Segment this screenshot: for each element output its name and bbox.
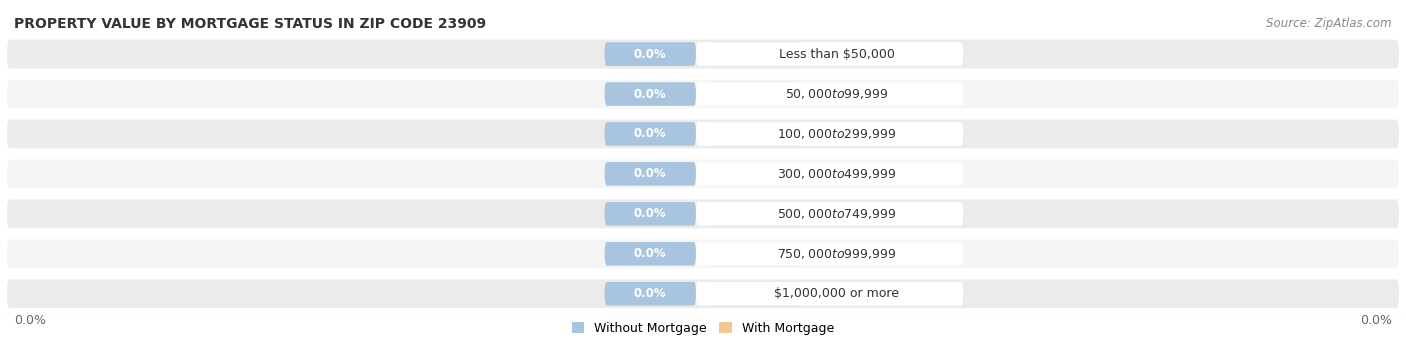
Text: 0.0%: 0.0% (634, 287, 666, 300)
FancyBboxPatch shape (7, 80, 1399, 108)
Text: 0.0%: 0.0% (634, 207, 666, 220)
FancyBboxPatch shape (710, 282, 801, 306)
Text: $1,000,000 or more: $1,000,000 or more (775, 287, 898, 300)
Text: PROPERTY VALUE BY MORTGAGE STATUS IN ZIP CODE 23909: PROPERTY VALUE BY MORTGAGE STATUS IN ZIP… (14, 17, 486, 31)
FancyBboxPatch shape (710, 82, 801, 106)
Text: $300,000 to $499,999: $300,000 to $499,999 (778, 167, 896, 181)
Text: 0.0%: 0.0% (634, 247, 666, 260)
Text: Less than $50,000: Less than $50,000 (779, 48, 894, 61)
FancyBboxPatch shape (7, 120, 1399, 148)
FancyBboxPatch shape (605, 162, 696, 186)
Text: $50,000 to $99,999: $50,000 to $99,999 (785, 87, 889, 101)
FancyBboxPatch shape (605, 282, 696, 306)
Text: 0.0%: 0.0% (740, 207, 772, 220)
FancyBboxPatch shape (710, 202, 801, 226)
FancyBboxPatch shape (696, 162, 963, 186)
FancyBboxPatch shape (696, 242, 963, 266)
FancyBboxPatch shape (710, 242, 801, 266)
Text: 0.0%: 0.0% (740, 247, 772, 260)
Legend: Without Mortgage, With Mortgage: Without Mortgage, With Mortgage (572, 322, 834, 335)
Text: 0.0%: 0.0% (634, 167, 666, 180)
Text: 0.0%: 0.0% (1360, 314, 1392, 327)
FancyBboxPatch shape (7, 199, 1399, 228)
FancyBboxPatch shape (7, 279, 1399, 308)
FancyBboxPatch shape (605, 242, 696, 266)
Text: 0.0%: 0.0% (740, 167, 772, 180)
Text: $750,000 to $999,999: $750,000 to $999,999 (778, 247, 896, 261)
Text: 0.0%: 0.0% (740, 48, 772, 61)
FancyBboxPatch shape (605, 42, 696, 66)
Text: $500,000 to $749,999: $500,000 to $749,999 (778, 207, 896, 221)
FancyBboxPatch shape (605, 122, 696, 146)
FancyBboxPatch shape (710, 42, 801, 66)
FancyBboxPatch shape (696, 82, 963, 106)
FancyBboxPatch shape (605, 82, 696, 106)
FancyBboxPatch shape (696, 122, 963, 146)
Text: $100,000 to $299,999: $100,000 to $299,999 (778, 127, 896, 141)
Text: 0.0%: 0.0% (740, 88, 772, 101)
FancyBboxPatch shape (7, 239, 1399, 268)
FancyBboxPatch shape (696, 282, 963, 306)
FancyBboxPatch shape (7, 160, 1399, 188)
FancyBboxPatch shape (696, 42, 963, 66)
Text: 0.0%: 0.0% (634, 128, 666, 140)
Text: Source: ZipAtlas.com: Source: ZipAtlas.com (1267, 17, 1392, 30)
FancyBboxPatch shape (710, 122, 801, 146)
FancyBboxPatch shape (605, 202, 696, 226)
FancyBboxPatch shape (7, 40, 1399, 69)
Text: 0.0%: 0.0% (14, 314, 46, 327)
Text: 0.0%: 0.0% (740, 287, 772, 300)
FancyBboxPatch shape (696, 202, 963, 226)
FancyBboxPatch shape (710, 162, 801, 186)
Text: 0.0%: 0.0% (634, 88, 666, 101)
Text: 0.0%: 0.0% (740, 128, 772, 140)
Text: 0.0%: 0.0% (634, 48, 666, 61)
